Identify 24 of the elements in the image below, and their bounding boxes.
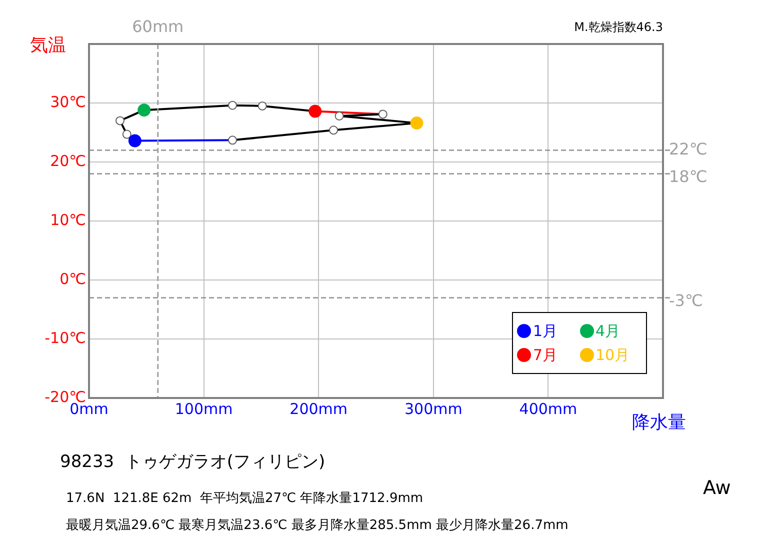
y-tick-label: 0℃ [60, 270, 86, 288]
y-tick-label: 30℃ [50, 92, 86, 111]
text: 17.6N 121.8E 62m 年平均気温27℃ 年降水量1712.9mm [66, 490, 424, 507]
text: Aw [703, 477, 731, 499]
text: 最暖月気温29.6℃ 最寒月気温23.6℃ 最多月降水量285.5mm 最少月降水量26.7mm [66, 517, 568, 534]
y-tick-label: 10℃ [50, 210, 86, 229]
text: 98233 トゥゲガラオ(フィリピン) [60, 451, 326, 473]
legend-label: 10月 [596, 346, 630, 364]
x-axis-title: 降水量 [632, 411, 686, 434]
x-tick-label: 300mm [404, 400, 462, 418]
x-tick-label: 100mm [174, 400, 233, 418]
ref-line-label: 60mm [132, 17, 184, 36]
x-tick-label: 400mm [519, 400, 578, 418]
y-tick-label: 20℃ [50, 152, 86, 170]
ref-line-label: 22℃ [669, 139, 708, 158]
ref-line-label: -3℃ [669, 290, 703, 310]
ref-line-label: 18℃ [669, 166, 708, 186]
y-axis-title: 気温 [30, 34, 66, 57]
legend-label: 4月 [596, 322, 620, 340]
legend-label: 1月 [533, 322, 558, 340]
legend-label: 7月 [533, 346, 558, 364]
x-tick-label: 200mm [290, 400, 348, 418]
text: M.乾燥指数46.3 [574, 19, 663, 36]
y-tick-label: -10℃ [44, 328, 86, 347]
